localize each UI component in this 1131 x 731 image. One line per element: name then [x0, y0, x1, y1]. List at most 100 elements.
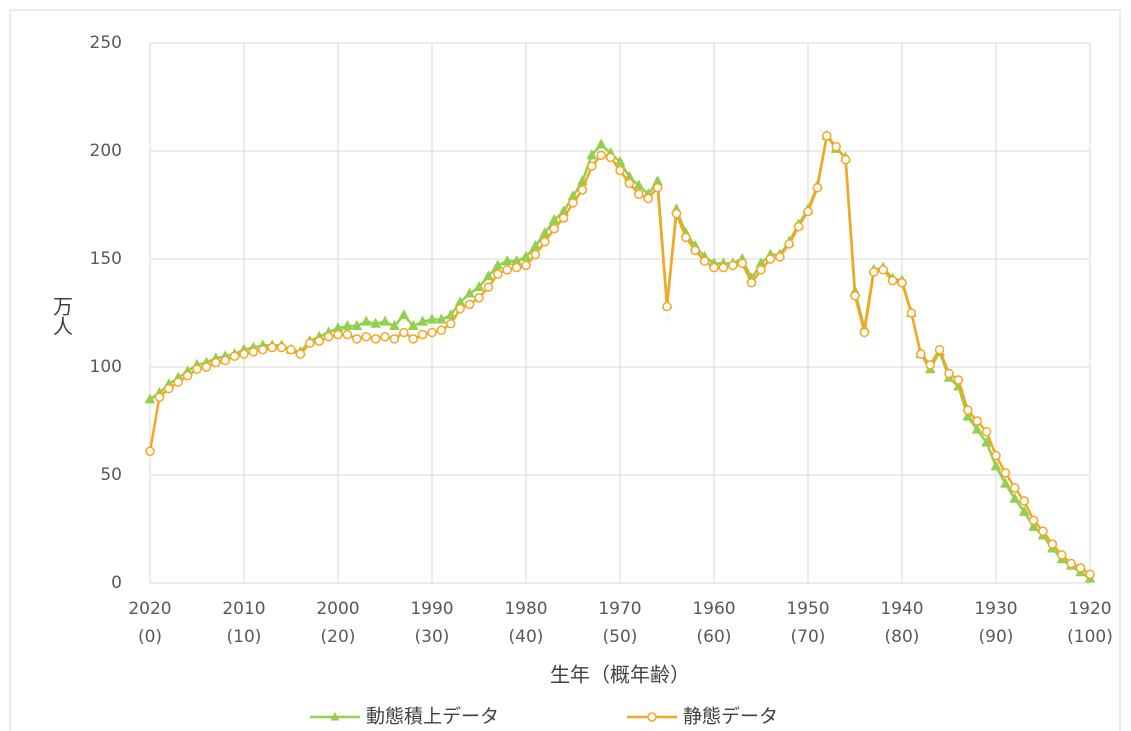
- point: [822, 131, 832, 141]
- point: [756, 265, 766, 275]
- point: [962, 410, 974, 421]
- point: [501, 255, 513, 266]
- x-axis-title: 生年（概年齢）: [550, 663, 690, 687]
- point: [276, 342, 287, 353]
- y-tick-label: 0: [111, 573, 122, 593]
- point: [605, 152, 616, 163]
- point: [436, 325, 447, 336]
- point: [765, 254, 776, 264]
- point: [352, 334, 362, 344]
- point: [709, 262, 719, 273]
- legend-label: 動態積上データ: [366, 706, 499, 728]
- point: [549, 224, 559, 234]
- point: [351, 319, 363, 330]
- point: [1019, 496, 1029, 506]
- point: [586, 149, 598, 160]
- point: [474, 293, 484, 303]
- point: [652, 182, 663, 193]
- point: [1010, 483, 1020, 493]
- point: [906, 308, 917, 318]
- point: [286, 344, 296, 355]
- point: [464, 287, 475, 298]
- point: [389, 334, 400, 344]
- point: [540, 236, 550, 247]
- point: [342, 319, 353, 330]
- y-tick-label: 200: [90, 141, 122, 161]
- point: [258, 344, 268, 355]
- point: [464, 299, 475, 310]
- point: [1018, 505, 1030, 516]
- point: [192, 364, 202, 374]
- point: [840, 154, 851, 165]
- point: [154, 392, 165, 402]
- point: [963, 405, 973, 415]
- point: [427, 327, 437, 338]
- point: [389, 319, 400, 330]
- point: [436, 313, 447, 324]
- point: [1085, 569, 1095, 580]
- point: [417, 329, 428, 340]
- point: [502, 265, 512, 275]
- y-axis-title: 万人: [50, 296, 74, 336]
- point: [379, 315, 391, 326]
- point: [530, 239, 541, 251]
- point: [211, 357, 221, 368]
- point: [1066, 558, 1076, 569]
- point: [934, 344, 945, 355]
- point: [878, 265, 888, 275]
- point: [305, 338, 315, 348]
- x-tick-label: 1960 (60): [692, 599, 736, 647]
- point: [887, 275, 898, 286]
- point: [981, 436, 992, 447]
- point: [595, 138, 607, 149]
- point: [1000, 468, 1011, 478]
- point: [728, 260, 738, 271]
- point: [530, 249, 541, 260]
- y-tick-label: 250: [90, 33, 122, 53]
- legend-marker: [647, 712, 657, 722]
- point: [558, 213, 569, 223]
- x-tick-label: 2000 (20): [316, 599, 360, 647]
- point: [182, 370, 193, 381]
- point: [361, 332, 371, 342]
- point: [1057, 550, 1067, 560]
- point: [455, 303, 465, 314]
- x-tick-label: 1930 (90): [974, 599, 1018, 647]
- point: [473, 281, 485, 292]
- point: [737, 258, 747, 269]
- point: [972, 416, 982, 426]
- point: [1028, 515, 1039, 526]
- point: [239, 349, 249, 359]
- x-tick-label: 1950 (70): [786, 599, 830, 647]
- point: [614, 155, 626, 166]
- point: [568, 198, 578, 208]
- point: [981, 427, 992, 437]
- point: [991, 450, 1001, 461]
- point: [718, 262, 729, 273]
- x-tick-label: 1990 (30): [410, 599, 454, 647]
- point: [493, 269, 503, 279]
- point: [1047, 539, 1058, 549]
- x-tick-label: 1920 (100): [1067, 599, 1113, 647]
- point: [577, 185, 588, 195]
- point: [511, 262, 522, 273]
- point: [548, 214, 560, 225]
- legend-label: 静態データ: [683, 706, 778, 728]
- point: [426, 313, 438, 324]
- point: [446, 319, 456, 329]
- point: [596, 150, 606, 161]
- point: [916, 349, 926, 359]
- point: [145, 446, 155, 456]
- x-tick-label: 2010 (10): [222, 599, 266, 647]
- point: [144, 393, 156, 404]
- point: [1028, 520, 1039, 531]
- point: [793, 221, 804, 232]
- x-tick-label: 1970 (50): [598, 599, 642, 647]
- point: [220, 355, 230, 366]
- legend-marker: [330, 712, 340, 721]
- point: [333, 329, 343, 340]
- point: [492, 259, 504, 270]
- point: [201, 362, 212, 372]
- point: [173, 377, 183, 387]
